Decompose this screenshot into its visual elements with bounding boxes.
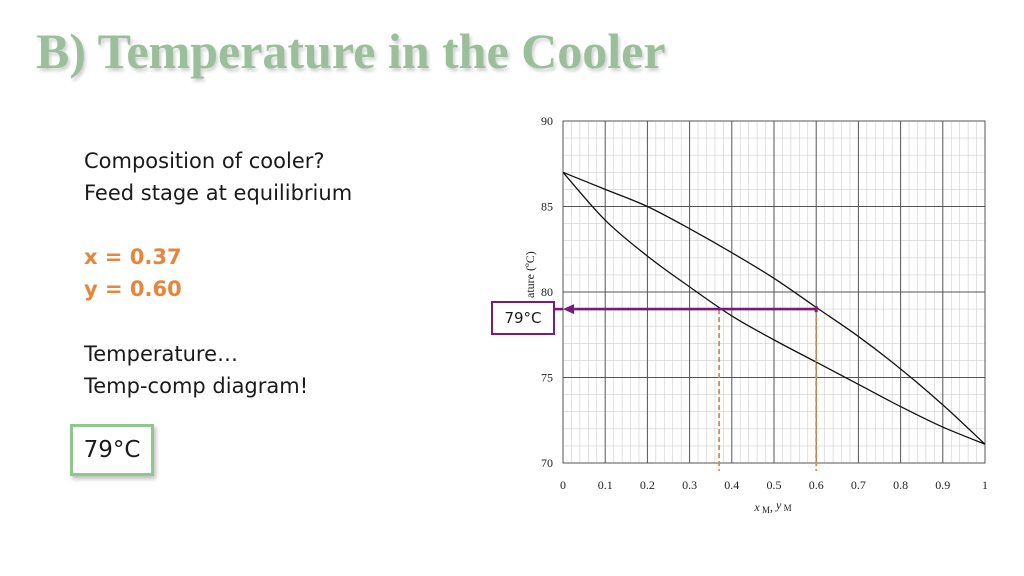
x-tick-label: 0.4 xyxy=(724,478,739,492)
question-composition: Composition of cooler? xyxy=(84,149,325,173)
x-tick-label: 0.7 xyxy=(851,478,866,492)
answer-box: 79°C xyxy=(70,424,154,476)
y-tick-label: 75 xyxy=(541,371,553,385)
x-tick-label: 0.1 xyxy=(598,478,613,492)
y-tick-label: 70 xyxy=(541,456,553,470)
major-gridlines xyxy=(562,120,986,464)
bubble-point-curve xyxy=(562,171,986,445)
tick-labels: 0 0.1 0.2 0.3 0.4 0.5 0.6 0.7 0.8 0.9 1 70 75 80 85 90 xyxy=(541,114,988,492)
feed-stage-line: Feed stage at equilibrium xyxy=(84,181,353,205)
y-tick-label: 90 xyxy=(541,114,553,128)
plot-frame xyxy=(562,120,986,464)
curves xyxy=(562,171,986,445)
dew-point-curve xyxy=(562,171,986,445)
temp-comp-line: Temp-comp diagram! xyxy=(84,374,309,398)
temperature-arrow-head xyxy=(563,304,574,315)
x-value: x = 0.37 xyxy=(84,245,182,269)
x-axis-label: x M, y M xyxy=(753,498,791,515)
y-tick-label: 80 xyxy=(541,285,553,299)
x-tick-label: 1 xyxy=(982,478,988,492)
x-tick-label: 0.2 xyxy=(640,478,655,492)
x-tick-label: 0.9 xyxy=(935,478,950,492)
y-value: y = 0.60 xyxy=(84,277,182,301)
x-tick-label: 0.6 xyxy=(809,478,824,492)
y-tick-label: 85 xyxy=(541,200,553,214)
x-tick-label: 0 xyxy=(560,478,566,492)
temperature-line: Temperature… xyxy=(84,342,239,366)
slide-title: B) Temperature in the Cooler xyxy=(36,23,666,79)
temperature-callout: 79°C xyxy=(491,301,555,335)
y-axis-label: ature (ºC) xyxy=(523,251,537,298)
x-tick-label: 0.5 xyxy=(767,478,782,492)
x-tick-label: 0.8 xyxy=(893,478,908,492)
x-tick-label: 0.3 xyxy=(682,478,697,492)
annotations xyxy=(555,304,818,471)
